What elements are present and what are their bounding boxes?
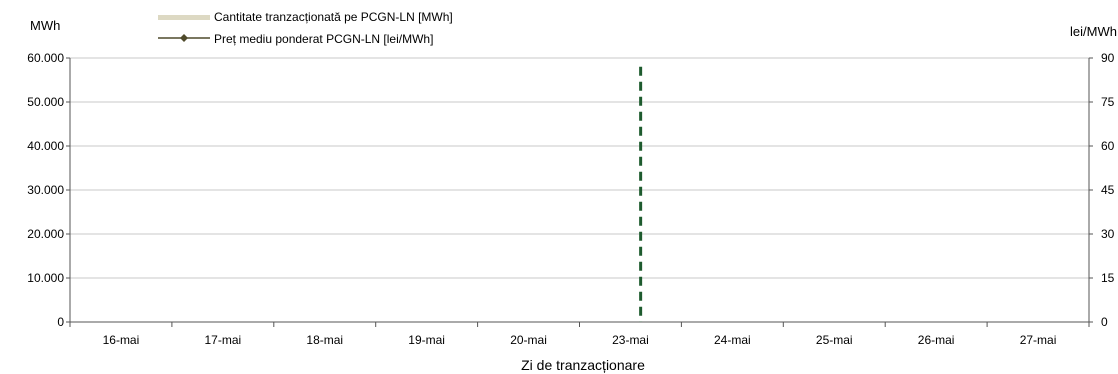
x-axis-title: Zi de tranzacționare	[521, 357, 645, 373]
right-tick-label: 75	[1101, 95, 1115, 109]
legend-diamond-marker	[180, 34, 188, 42]
x-tick-label: 27-mai	[1020, 333, 1057, 347]
x-tick-label: 23-mai	[612, 333, 649, 347]
left-tick-label: 10.000	[27, 271, 64, 285]
left-tick-label: 50.000	[27, 95, 64, 109]
x-tick-label: 16-mai	[103, 333, 140, 347]
legend-label-price: Preț mediu ponderat PCGN-LN [lei/MWh]	[214, 32, 433, 46]
right-tick-label: 0	[1101, 315, 1108, 329]
right-axis-unit: lei/MWh	[1070, 24, 1117, 39]
x-tick-label: 24-mai	[714, 333, 751, 347]
left-tick-label: 30.000	[27, 183, 64, 197]
right-tick-label: 30	[1101, 227, 1115, 241]
axes	[66, 57, 1093, 327]
right-tick-label: 60	[1101, 139, 1115, 153]
legend: Cantitate tranzacționată pe PCGN-LN [MWh…	[158, 10, 453, 46]
left-axis-unit: MWh	[30, 18, 60, 33]
left-tick-label: 40.000	[27, 139, 64, 153]
right-tick-label: 45	[1101, 183, 1115, 197]
left-tick-label: 0	[57, 315, 64, 329]
x-tick-label: 19-mai	[408, 333, 445, 347]
legend-bar-swatch	[158, 15, 210, 20]
x-tick-label: 20-mai	[510, 333, 547, 347]
right-tick-label: 90	[1101, 51, 1115, 65]
x-tick-label: 18-mai	[306, 333, 343, 347]
grid-lines	[70, 57, 1089, 279]
left-tick-label: 20.000	[27, 227, 64, 241]
x-tick-label: 26-mai	[918, 333, 955, 347]
legend-label-quantity: Cantitate tranzacționată pe PCGN-LN [MWh…	[214, 10, 453, 24]
right-tick-label: 15	[1101, 271, 1115, 285]
tick-labels: 0 10.000 20.000 30.000 40.000 50.000 60.000 0 15…	[27, 51, 1114, 347]
x-tick-label: 25-mai	[816, 333, 853, 347]
left-tick-label: 60.000	[27, 51, 64, 65]
x-tick-label: 17-mai	[205, 333, 242, 347]
